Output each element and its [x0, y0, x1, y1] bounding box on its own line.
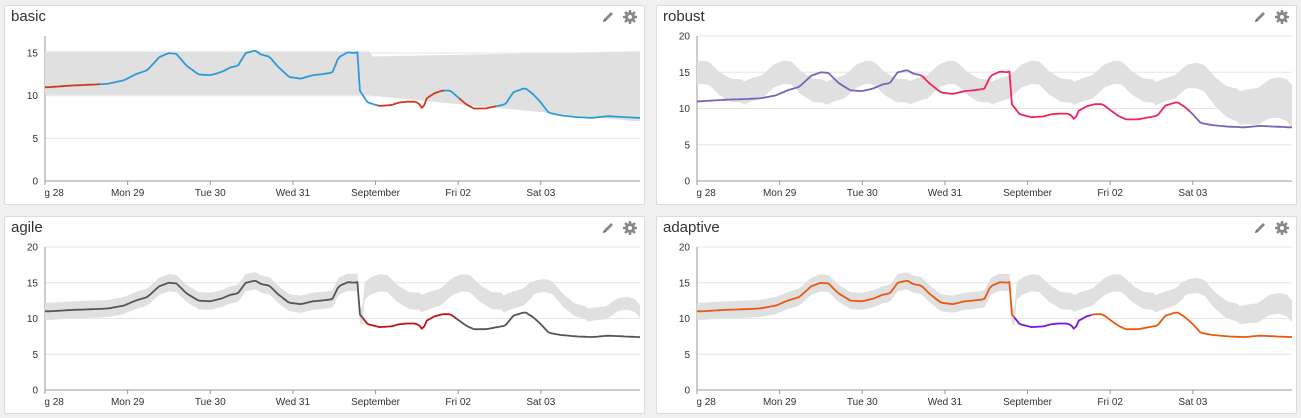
x-tick-label: Mon 29: [763, 188, 797, 199]
chart-panel-agile: agile 0 5 10 15 20 Aug 28 Mon 29 Tue 30 Wed 31 Se…: [4, 216, 645, 414]
x-tick-label: Wed 31: [928, 188, 963, 199]
gear-icon[interactable]: [622, 220, 638, 236]
y-tick-label: 5: [32, 350, 38, 361]
series-line: [444, 89, 460, 99]
expected-range-band: [697, 272, 1292, 326]
x-tick-label: Tue 30: [195, 397, 226, 408]
series-line: [697, 69, 921, 103]
panel-toolbar: [1252, 9, 1290, 25]
anomaly-series-line: [45, 83, 100, 89]
panel-toolbar: [1252, 220, 1290, 236]
series-line: [697, 280, 1016, 318]
x-tick-label: Mon 29: [111, 188, 145, 199]
x-tick-label: Mon 29: [763, 397, 797, 408]
x-tick-label: Aug 28: [684, 397, 716, 408]
x-tick-label: Wed 31: [928, 397, 963, 408]
x-tick-label: Sat 03: [526, 188, 555, 199]
x-tick-label: Tue 30: [847, 188, 878, 199]
x-tick-label: Wed 31: [276, 397, 311, 408]
x-tick-label: Sat 03: [1178, 397, 1207, 408]
chart-panel-basic: basic 0 5 10 15 Aug 28 Mon 29 Tue 30 Wed 31 Sept…: [4, 5, 645, 205]
line-chart-robust: 0 5 10 15 20 Aug 28 Mon 29 Tue 30 Wed 31 Septembe…: [679, 32, 1292, 199]
panel-title: adaptive: [663, 219, 720, 236]
x-tick-label: Fri 02: [445, 188, 471, 199]
x-tick-label: September: [351, 397, 401, 408]
y-tick-label: 0: [684, 177, 690, 188]
y-tick-label: 20: [679, 32, 691, 43]
series-line: [99, 50, 378, 107]
anomaly-series-line: [1013, 314, 1092, 330]
series-line: [1090, 311, 1292, 338]
y-tick-label: 10: [27, 314, 39, 325]
pencil-icon[interactable]: [600, 220, 616, 236]
x-tick-label: Mon 29: [111, 397, 145, 408]
y-tick-label: 0: [32, 386, 38, 397]
series-line: [455, 311, 640, 338]
series-line: [496, 87, 640, 119]
x-tick-label: Wed 31: [276, 188, 311, 199]
panel-title: robust: [663, 8, 705, 25]
y-tick-label: 15: [27, 49, 39, 60]
x-tick-label: Sat 03: [526, 397, 555, 408]
y-tick-label: 15: [679, 68, 691, 79]
x-tick-label: Fri 02: [1097, 397, 1123, 408]
y-tick-label: 0: [684, 386, 690, 397]
y-tick-label: 0: [32, 177, 38, 188]
x-tick-label: Aug 28: [684, 188, 716, 199]
series-line: [45, 280, 364, 318]
x-tick-label: Fri 02: [1097, 188, 1123, 199]
anomaly-series-line: [376, 89, 445, 109]
gear-icon[interactable]: [622, 9, 638, 25]
anomaly-series-line: [458, 97, 497, 110]
x-tick-label: Tue 30: [195, 188, 226, 199]
expected-range-band: [697, 60, 1292, 129]
anomaly-series-line: [361, 313, 458, 330]
series-line: [1189, 111, 1292, 129]
panel-toolbar: [600, 9, 638, 25]
gear-icon[interactable]: [1274, 9, 1290, 25]
panel-title: basic: [11, 8, 47, 25]
y-tick-label: 5: [684, 350, 690, 361]
anomaly-series-line: [919, 70, 1192, 121]
pencil-icon[interactable]: [1252, 220, 1268, 236]
y-tick-label: 20: [27, 243, 39, 254]
y-tick-label: 5: [32, 134, 38, 145]
line-chart-basic: 0 5 10 15 Aug 28 Mon 29 Tue 30 Wed 31 September F…: [27, 36, 640, 199]
gear-icon[interactable]: [1274, 220, 1290, 236]
x-tick-label: Aug 28: [32, 188, 64, 199]
x-tick-label: Tue 30: [847, 397, 878, 408]
expected-range-band: [45, 51, 640, 122]
panel-title: agile: [11, 219, 43, 236]
expected-range-band: [45, 272, 640, 326]
line-chart-agile: 0 5 10 15 20 Aug 28 Mon 29 Tue 30 Wed 31 Septembe…: [27, 243, 640, 408]
x-tick-label: Fri 02: [445, 397, 471, 408]
y-tick-label: 10: [679, 314, 691, 325]
pencil-icon[interactable]: [1252, 9, 1268, 25]
x-tick-label: Aug 28: [32, 397, 64, 408]
chart-panel-adaptive: adaptive 0 5 10 15 20 Aug 28 Mon 29 Tue 30 Wed 3…: [656, 216, 1297, 414]
y-tick-label: 10: [679, 104, 691, 115]
y-tick-label: 20: [679, 243, 691, 254]
pencil-icon[interactable]: [600, 9, 616, 25]
y-tick-label: 15: [27, 278, 39, 289]
y-tick-label: 5: [684, 140, 690, 151]
y-tick-label: 10: [27, 91, 39, 102]
line-chart-adaptive: 0 5 10 15 20 Aug 28 Mon 29 Tue 30 Wed 31 Septembe…: [679, 243, 1292, 408]
x-tick-label: Sat 03: [1178, 188, 1207, 199]
chart-panel-robust: robust 0 5 10 15 20 Aug 28 Mon 29 Tue 30 Wed 31 S…: [656, 5, 1297, 205]
y-tick-label: 15: [679, 278, 691, 289]
x-tick-label: September: [351, 188, 401, 199]
x-tick-label: September: [1003, 397, 1053, 408]
x-tick-label: September: [1003, 188, 1053, 199]
panel-toolbar: [600, 220, 638, 236]
